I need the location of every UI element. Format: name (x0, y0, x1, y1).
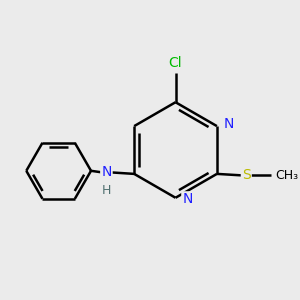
Text: N: N (182, 192, 193, 206)
Text: H: H (102, 184, 111, 197)
Text: N: N (101, 165, 112, 179)
Text: Cl: Cl (169, 56, 182, 70)
Text: N: N (224, 117, 234, 130)
Text: CH₃: CH₃ (275, 169, 298, 182)
Text: S: S (242, 168, 250, 182)
